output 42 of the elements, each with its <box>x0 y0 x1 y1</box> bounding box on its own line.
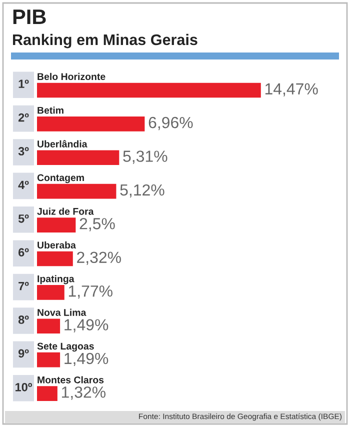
data-label: 1,49% <box>64 352 108 366</box>
bar <box>37 184 116 199</box>
y-tick-label: Betim <box>38 106 64 114</box>
text: 6º <box>18 248 29 257</box>
y-tick-label: Uberaba <box>38 241 76 249</box>
y-tick-label: Sete Lagoas <box>37 342 94 352</box>
bar <box>37 150 120 166</box>
data-label: 2,32% <box>77 252 121 265</box>
data-label: 6,96% <box>148 116 193 130</box>
text: 4º <box>18 180 29 190</box>
y-tick-label: Juiz de Fora <box>37 208 94 215</box>
bar <box>37 116 145 132</box>
data-label: 1,32% <box>62 386 106 400</box>
y-tick-label: Montes Claros <box>38 376 104 384</box>
bar <box>37 386 58 401</box>
text: 9º <box>18 349 29 358</box>
data-label: 1,49% <box>64 319 108 332</box>
bar <box>37 218 76 232</box>
text: 3º <box>18 147 29 156</box>
y-tick-label: Contagem <box>37 174 84 184</box>
text: 2º <box>18 113 29 122</box>
bar <box>37 352 60 368</box>
data-label: 2,5% <box>80 218 115 232</box>
data-label: 1,77% <box>68 285 112 299</box>
data-label: 5,12% <box>120 184 164 198</box>
y-tick-label: Ipatinga <box>38 275 74 284</box>
bar <box>37 318 60 334</box>
text: 7º <box>18 282 29 290</box>
y-tick-label: Nova Lima <box>38 308 86 316</box>
text: 8º <box>18 316 29 324</box>
chart-title: PIB <box>13 10 46 24</box>
chart-subtitle: Ranking em Minas Gerais <box>13 34 198 48</box>
bar <box>37 251 73 266</box>
y-tick-label: Belo Horizonte <box>38 72 106 80</box>
text: 5º <box>18 214 29 223</box>
y-tick-label: Uberlândia <box>38 140 88 148</box>
data-label: 14,47% <box>265 83 318 96</box>
text: 1º <box>18 80 29 88</box>
text: 10º <box>16 382 32 392</box>
bar <box>37 285 64 300</box>
data-label: 5,31% <box>123 150 168 164</box>
bar <box>37 82 261 98</box>
